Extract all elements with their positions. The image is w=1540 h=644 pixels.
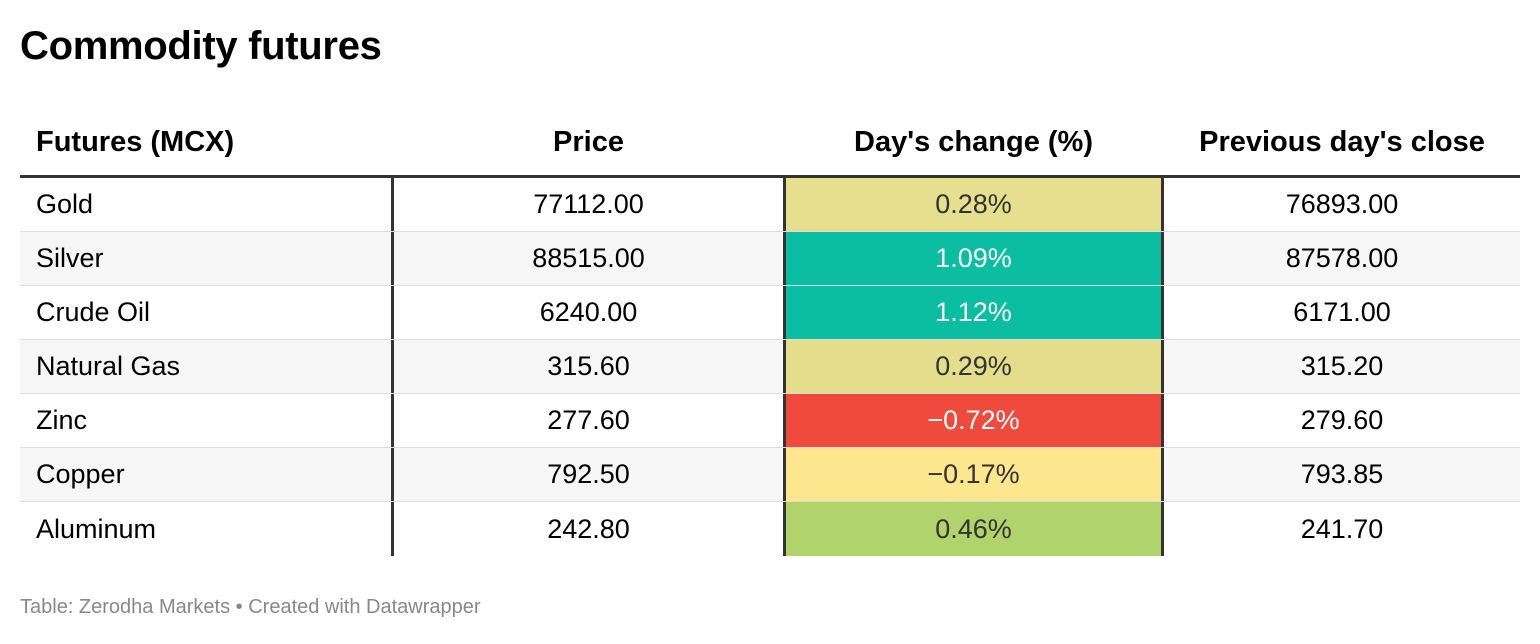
change-cell: −0.17% bbox=[783, 448, 1164, 501]
previous-close-cell: 87578.00 bbox=[1285, 243, 1399, 273]
change-cell: 1.12% bbox=[783, 286, 1164, 339]
table-row: Copper 792.50 −0.17% 793.85 bbox=[20, 448, 1520, 502]
change-cell: 0.28% bbox=[783, 178, 1164, 231]
price-cell: 792.50 bbox=[391, 448, 783, 501]
previous-close-cell: 793.85 bbox=[1300, 459, 1384, 489]
change-cell: 1.09% bbox=[783, 232, 1164, 285]
change-cell: 0.29% bbox=[783, 340, 1164, 393]
table-row: Natural Gas 315.60 0.29% 315.20 bbox=[20, 340, 1520, 394]
table-row: Zinc 277.60 −0.72% 279.60 bbox=[20, 394, 1520, 448]
table-row: Aluminum 242.80 0.46% 241.70 bbox=[20, 502, 1520, 556]
price-cell: 315.60 bbox=[391, 340, 783, 393]
commodity-name: Aluminum bbox=[36, 513, 157, 544]
price-cell: 242.80 bbox=[391, 502, 783, 556]
table-header-row: Futures (MCX) Price Day's change (%) Pre… bbox=[20, 110, 1520, 178]
change-cell: −0.72% bbox=[783, 394, 1164, 447]
previous-close-cell: 279.60 bbox=[1300, 405, 1384, 435]
commodity-name: Gold bbox=[36, 189, 94, 219]
commodity-name: Crude Oil bbox=[36, 297, 151, 327]
commodity-table: Futures (MCX) Price Day's change (%) Pre… bbox=[20, 110, 1520, 556]
price-cell: 88515.00 bbox=[391, 232, 783, 285]
commodity-name: Silver bbox=[36, 243, 104, 273]
change-cell: 0.46% bbox=[783, 502, 1164, 556]
price-cell: 277.60 bbox=[391, 394, 783, 447]
commodity-name: Copper bbox=[36, 459, 125, 489]
header-price: Price bbox=[553, 126, 624, 158]
previous-close-cell: 315.20 bbox=[1300, 351, 1384, 381]
previous-close-cell: 76893.00 bbox=[1285, 189, 1399, 219]
table-row: Gold 77112.00 0.28% 76893.00 bbox=[20, 178, 1520, 232]
table-row: Silver 88515.00 1.09% 87578.00 bbox=[20, 232, 1520, 286]
header-days-change: Day's change (%) bbox=[854, 126, 1093, 158]
source-footer: Table: Zerodha Markets • Created with Da… bbox=[20, 596, 481, 618]
header-previous-close: Previous day's close bbox=[1199, 126, 1485, 158]
commodity-name: Natural Gas bbox=[36, 351, 181, 381]
commodity-name: Zinc bbox=[36, 405, 88, 435]
price-cell: 6240.00 bbox=[391, 286, 783, 339]
price-cell: 77112.00 bbox=[391, 178, 783, 231]
previous-close-cell: 6171.00 bbox=[1293, 297, 1391, 327]
previous-close-cell: 241.70 bbox=[1300, 513, 1384, 544]
table-row: Crude Oil 6240.00 1.12% 6171.00 bbox=[20, 286, 1520, 340]
chart-title: Commodity futures bbox=[20, 24, 382, 68]
header-futures: Futures (MCX) bbox=[36, 126, 235, 158]
